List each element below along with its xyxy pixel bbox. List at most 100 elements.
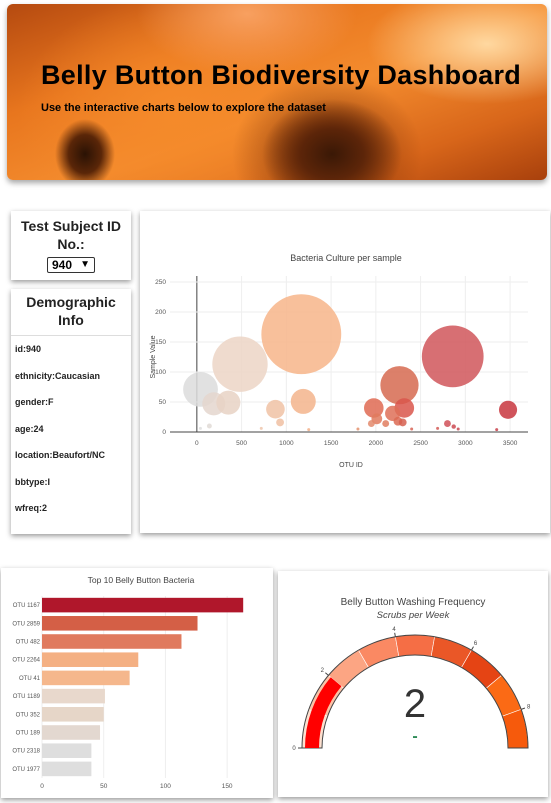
bar[interactable] [42,743,92,758]
bar[interactable] [42,707,104,722]
gauge-value: 2 [404,682,426,726]
bubble-point[interactable] [307,428,311,432]
bubble-point[interactable] [398,418,407,427]
gauge-tick [521,707,526,710]
bar-chart-panel: Top 10 Belly Button Bacteria 0 50 100 150 OT… [1,568,273,798]
demographic-item-wfreq: wfreq:2 [15,503,48,513]
bubble-point[interactable] [266,399,285,419]
selector-heading: Test Subject ID No.: [20,218,122,252]
bubble-chart[interactable]: Bacteria Culture per sample OTU ID Sampl… [140,211,550,533]
bar-category-label: OTU 1977 [12,767,40,773]
bar-category-label: OTU 352 [16,712,41,718]
header-banner: Belly Button Biodiversity Dashboard Use … [7,4,547,180]
bar[interactable] [42,670,130,686]
bubble-point[interactable] [498,400,518,419]
bar-category-label: OTU 1189 [13,694,41,700]
bubble-chart-panel: Bacteria Culture per sample OTU ID Sampl… [140,211,550,533]
page-subtitle: Use the interactive charts below to expl… [41,102,326,114]
bar-category-label: OTU 2318 [12,749,40,755]
bubble-point[interactable] [380,366,419,405]
bubble-point[interactable] [206,423,212,429]
bubble-y-tick-label: 250 [155,279,166,286]
bar-x-tick-label: 50 [100,783,108,790]
bubble-point[interactable] [382,420,390,428]
bubble-point[interactable] [276,418,285,427]
bubble-x-tick-label: 1000 [279,440,294,447]
bar-chart-title: Top 10 Belly Button Bacteria [88,575,195,585]
bar-x-tick-label: 0 [40,783,44,790]
demographic-item-age: age:24 [15,423,44,434]
bubble-x-tick-label: 2000 [369,440,384,447]
bubble-y-axis-label: Sample Value [150,335,157,378]
bubble-point[interactable] [495,428,499,432]
bubble-y-tick-label: 0 [162,429,166,436]
gauge-tick-label: 4 [392,627,396,633]
bar[interactable] [42,597,244,613]
bubble-point[interactable] [261,294,342,375]
bubble-x-tick-label: 3500 [503,440,518,447]
demographic-item-bbtype: bbtype:I [15,476,50,487]
bubble-chart-title: Bacteria Culture per sample [290,253,402,263]
bar-chart[interactable]: Top 10 Belly Button Bacteria 0 50 100 150 OT… [1,568,273,798]
bubble-x-tick-label: 3000 [458,440,473,447]
bubble-point[interactable] [367,420,375,428]
gauge-tick-label: 2 [321,668,325,674]
bar-x-tick-label: 150 [222,783,233,790]
subject-id-select[interactable]: 940 ▼ [47,257,95,273]
bubble-y-tick-label: 50 [159,399,167,406]
bar[interactable] [42,616,198,631]
demographic-list: id:940 ethnicity:Caucasian gender:F age:… [11,344,131,530]
bubble-x-tick-label: 500 [236,440,247,447]
gauge-tick-label: 0 [292,746,296,752]
bar-category-label: OTU 1167 [13,603,41,609]
bubble-point[interactable] [444,420,451,428]
bubble-point[interactable] [436,426,440,430]
bubble-point[interactable] [356,427,360,431]
bubble-point[interactable] [198,426,202,430]
bar[interactable] [42,761,92,777]
bubble-x-axis-label: OTU ID [339,462,363,469]
bubble-point[interactable] [216,390,241,415]
demographic-info-panel: Demographic Info id:940 ethnicity:Caucas… [11,289,131,534]
gauge-tick [325,672,329,676]
bar-bars [42,597,244,777]
gauge-tick-label: 6 [474,641,478,647]
gauge-tick [394,632,396,637]
bubble-point[interactable] [290,388,316,414]
bar-category-label: OTU 482 [16,640,41,646]
page-title: Belly Button Biodiversity Dashboard [41,60,522,90]
bar-category-label: OTU 2264 [12,658,40,664]
bubble-point[interactable] [451,424,456,429]
bubble-point[interactable] [371,413,383,425]
bubble-point[interactable] [410,427,414,431]
bar[interactable] [42,725,101,740]
bar[interactable] [42,652,139,667]
bubble-point[interactable] [259,426,263,430]
subject-id-selected-value: 940 [52,258,73,272]
bar-category-label: OTU 41 [19,676,41,682]
bar[interactable] [42,688,105,704]
demographic-heading: Demographic Info [26,294,116,328]
gauge-subtitle: Scrubs per Week [377,610,451,621]
bubble-x-tick-label: 0 [195,440,199,447]
bubble-x-tick-label: 2500 [413,440,428,447]
bubble-points [183,294,518,432]
bubble-point[interactable] [421,325,484,388]
demographic-item-location: location:Beaufort/NC [15,450,105,460]
bubble-y-tick-label: 200 [155,309,166,316]
gauge-chart[interactable]: Belly Button Washing Frequency Scrubs pe… [278,571,548,797]
bubble-y-tick-label: 100 [155,369,166,376]
bubble-tick-labels: 0 500 1000 1500 2000 2500 3000 3500 0 50 100 150 200… [155,279,518,447]
bubble-point[interactable] [212,336,268,392]
bubble-x-tick-label: 1500 [324,440,339,447]
bar-category-label: OTU 2859 [12,621,40,627]
gauge-value-bar [305,677,342,748]
demographic-item-ethnicity: ethnicity:Caucasian [15,370,101,381]
bar[interactable] [42,634,182,649]
bar-tick-labels: 0 50 100 150 OTU 1167 OTU 2859 OTU 482 OTU 2264… [12,603,233,790]
bubble-point[interactable] [363,398,384,418]
gauge-tick-labels: 0 2 4 6 8 [292,627,531,752]
bubble-point[interactable] [456,427,460,431]
bar-x-tick-label: 100 [160,783,171,790]
demographic-item-gender: gender:F [15,397,54,407]
